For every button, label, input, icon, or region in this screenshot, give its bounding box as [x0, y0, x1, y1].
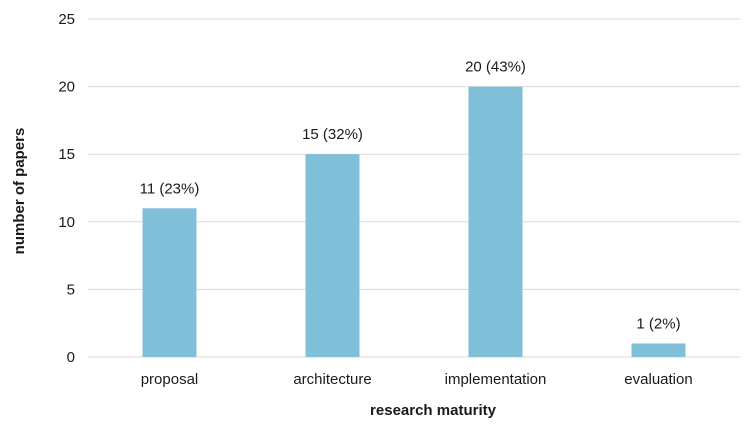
data-label: 15 (32%): [302, 126, 363, 143]
x-tick-label: architecture: [293, 371, 371, 388]
y-tick-label: 10: [58, 214, 75, 231]
bar-evaluation: [631, 343, 686, 357]
gridlines: [88, 18, 740, 358]
bars: [142, 86, 686, 357]
x-axis-ticks: proposal architecture implementation evalua…: [141, 371, 693, 388]
bar-architecture: [305, 154, 360, 357]
x-tick-label: evaluation: [624, 371, 692, 388]
y-tick-label: 20: [58, 79, 75, 96]
y-tick-label: 15: [58, 146, 75, 163]
y-tick-label: 5: [67, 281, 75, 298]
bar-proposal: [142, 208, 197, 357]
data-labels: 11 (23%) 15 (32%) 20 (43%) 1 (2%): [140, 59, 681, 333]
data-label: 20 (43%): [465, 59, 526, 76]
bar-implementation: [468, 86, 523, 357]
y-tick-label: 25: [58, 11, 75, 28]
data-label: 11 (23%): [140, 180, 200, 197]
y-axis-ticks: 0 5 10 15 20 25: [58, 11, 75, 366]
y-axis-title: number of papers: [11, 128, 28, 255]
x-tick-label: implementation: [445, 371, 547, 388]
x-axis-title: research maturity: [370, 402, 497, 419]
y-tick-label: 0: [67, 349, 75, 366]
data-label: 1 (2%): [636, 315, 680, 332]
x-tick-label: proposal: [141, 371, 199, 388]
